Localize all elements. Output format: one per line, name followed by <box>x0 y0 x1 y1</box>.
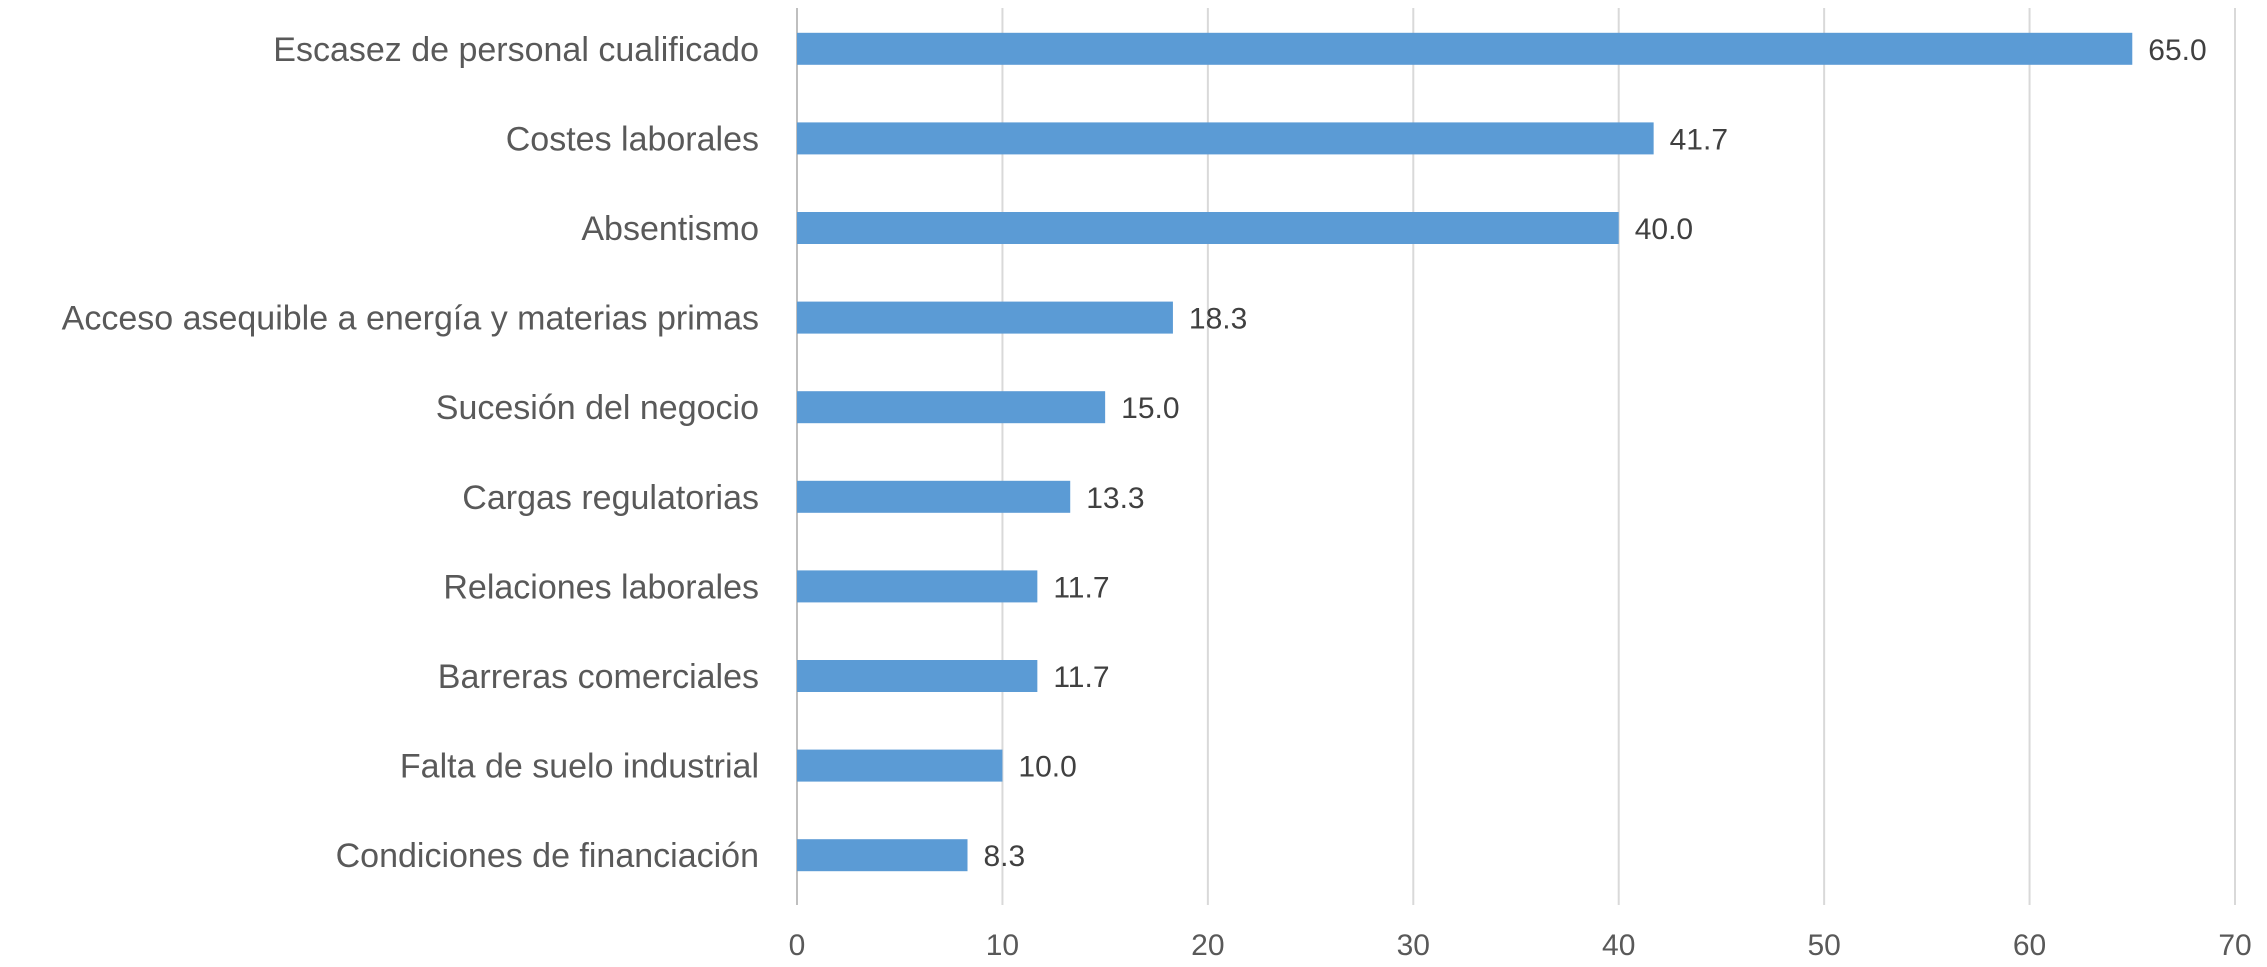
bar <box>797 749 1003 782</box>
data-label: 8.3 <box>984 840 1026 873</box>
bar <box>797 122 1654 155</box>
gridlines <box>796 8 2236 905</box>
category-label: Condiciones de financiación <box>336 837 759 875</box>
category-label: Relaciones laborales <box>443 568 759 606</box>
x-tick-label: 20 <box>1191 929 1224 962</box>
x-tick-label: 30 <box>1397 929 1430 962</box>
category-label: Absentismo <box>581 210 759 248</box>
data-label: 18.3 <box>1189 303 1247 336</box>
category-label: Acceso asequible a energía y materias pr… <box>62 300 759 338</box>
bar <box>797 839 968 872</box>
data-label: 11.7 <box>1053 571 1109 604</box>
category-label: Escasez de personal cualificado <box>273 31 759 69</box>
category-label: Costes laborales <box>506 120 759 158</box>
data-label: 40.0 <box>1635 213 1693 246</box>
data-label: 13.3 <box>1086 482 1144 515</box>
data-label: 10.0 <box>1018 751 1076 784</box>
category-label: Cargas regulatorias <box>462 479 759 517</box>
data-labels: 65.0 41.7 40.0 18.3 15.0 13.3 11.7 11.7 10.0 8.3 <box>984 34 2207 873</box>
x-tick-label: 0 <box>789 929 806 962</box>
bars <box>797 32 2133 872</box>
data-label: 15.0 <box>1121 392 1179 425</box>
category-label: Sucesión del negocio <box>436 389 759 427</box>
category-label: Barreras comerciales <box>438 658 759 696</box>
bar <box>797 660 1038 692</box>
bar <box>797 570 1038 603</box>
x-tick-label: 70 <box>2218 929 2251 962</box>
category-label: Falta de suelo industrial <box>400 748 759 786</box>
bar <box>797 480 1071 513</box>
category-labels: Escasez de personal cualificado Costes la… <box>62 31 759 875</box>
x-tick-label: 40 <box>1602 929 1635 962</box>
data-label: 11.7 <box>1053 661 1109 694</box>
data-label: 65.0 <box>2148 34 2206 67</box>
x-tick-label: 50 <box>1807 929 1840 962</box>
bar <box>797 212 1619 244</box>
data-label: 41.7 <box>1670 123 1728 156</box>
x-tick-label: 10 <box>986 929 1019 962</box>
x-axis-ticks: 0 10 20 30 40 50 60 70 <box>789 929 2252 962</box>
bar <box>797 301 1173 334</box>
bar <box>797 391 1106 424</box>
bar <box>797 32 2133 65</box>
x-tick-label: 60 <box>2013 929 2046 962</box>
